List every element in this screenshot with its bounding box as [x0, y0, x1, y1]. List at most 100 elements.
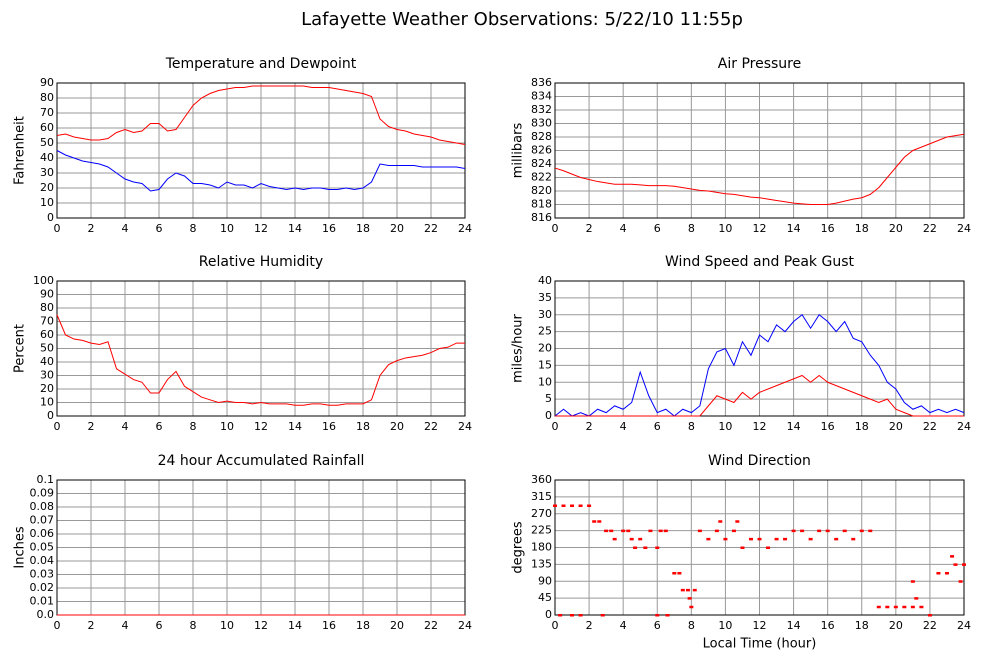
y-tick-label: 0.01 — [30, 595, 55, 608]
point — [665, 614, 670, 617]
y-tick-label: 820 — [531, 184, 552, 197]
x-tick-label: 18 — [356, 420, 370, 433]
point — [689, 605, 694, 609]
x-tick-label: 2 — [586, 222, 593, 235]
point — [876, 605, 881, 609]
x-tick-label: 2 — [586, 619, 593, 632]
x-tick-label: 6 — [156, 222, 163, 235]
point — [766, 546, 771, 549]
point — [592, 520, 597, 523]
plot-frame — [56, 280, 466, 417]
point — [885, 605, 890, 609]
y-tick-label: 20 — [40, 382, 54, 395]
x-tick-label: 8 — [688, 619, 695, 632]
y-tick-label: 0.08 — [30, 500, 55, 513]
series-line — [56, 314, 465, 406]
series-line — [554, 314, 965, 417]
point — [587, 504, 592, 507]
y-tick-label: 25 — [538, 325, 552, 338]
point — [578, 614, 583, 617]
x-tick-label: 10 — [220, 420, 234, 433]
x-tick-label: 22 — [424, 222, 438, 235]
y-tick-label: 315 — [531, 490, 552, 503]
series-line — [56, 85, 466, 145]
x-tick-label: 20 — [390, 222, 404, 235]
y-tick-label: 0 — [47, 211, 54, 224]
y-tick-label: 40 — [538, 274, 552, 287]
series-line — [554, 133, 965, 205]
x-tick-label: 4 — [122, 619, 129, 632]
point — [663, 529, 668, 533]
x-tick-label: 24 — [957, 222, 971, 235]
x-tick-label: 22 — [424, 420, 438, 433]
x-axis-label: Local Time (hour) — [703, 637, 817, 652]
x-tick-label: 22 — [923, 420, 937, 433]
point — [612, 537, 617, 541]
y-tick-label: 822 — [531, 171, 552, 184]
y-tick-label: 30 — [40, 369, 54, 382]
y-tick-label: 826 — [531, 144, 552, 157]
x-tick-label: 12 — [254, 222, 268, 235]
x-tick-label: 4 — [620, 619, 627, 632]
x-tick-label: 24 — [957, 619, 971, 632]
x-tick-label: 8 — [688, 420, 695, 433]
chart-title: 24 hour Accumulated Rainfall — [158, 453, 365, 469]
y-tick-label: 135 — [531, 557, 552, 570]
y-tick-label: 40 — [40, 355, 54, 368]
point — [950, 555, 955, 558]
x-tick-label: 8 — [190, 222, 197, 235]
page-title: Lafayette Weather Observations: 5/22/10 … — [301, 9, 743, 30]
point — [902, 605, 907, 609]
point — [808, 537, 813, 541]
y-tick-label: 0 — [545, 608, 552, 621]
x-tick-label: 6 — [654, 619, 661, 632]
x-tick-label: 14 — [288, 619, 302, 632]
y-tick-label: 50 — [40, 136, 54, 149]
y-tick-label: 0.06 — [30, 527, 55, 540]
point — [842, 529, 847, 533]
point — [604, 529, 609, 533]
point — [953, 563, 958, 566]
x-tick-label: 2 — [88, 619, 95, 632]
point — [658, 529, 663, 533]
y-tick-label: 0.03 — [30, 568, 55, 581]
x-tick-label: 12 — [254, 420, 268, 433]
x-tick-label: 14 — [288, 420, 302, 433]
x-tick-label: 8 — [190, 619, 197, 632]
y-axis-label: Percent — [13, 324, 28, 373]
x-tick-label: 6 — [156, 619, 163, 632]
point — [740, 546, 745, 549]
y-tick-label: 45 — [538, 591, 552, 604]
x-tick-label: 20 — [390, 619, 404, 632]
x-tick-label: 0 — [552, 222, 559, 235]
point — [791, 529, 796, 533]
point — [570, 504, 575, 507]
point — [570, 614, 575, 617]
y-tick-label: 828 — [531, 130, 552, 143]
x-tick-label: 24 — [458, 222, 472, 235]
chart-title: Wind Direction — [708, 453, 811, 469]
point — [893, 605, 898, 609]
x-tick-label: 4 — [122, 420, 129, 433]
y-tick-label: 0.09 — [30, 487, 55, 500]
x-tick-label: 6 — [654, 222, 661, 235]
plot-frame — [554, 479, 965, 616]
point — [692, 588, 697, 592]
point — [680, 588, 685, 592]
y-tick-label: 50 — [40, 342, 54, 355]
y-tick-label: 90 — [40, 288, 54, 301]
point — [859, 529, 864, 533]
point — [825, 529, 830, 533]
point — [914, 597, 919, 600]
y-tick-label: 0.02 — [30, 581, 55, 594]
point — [936, 572, 941, 575]
x-tick-label: 10 — [718, 222, 732, 235]
series-line — [56, 150, 466, 192]
x-tick-label: 10 — [220, 619, 234, 632]
point — [626, 529, 631, 533]
point — [578, 504, 583, 507]
point — [944, 572, 949, 575]
y-tick-label: 100 — [33, 274, 54, 287]
point — [633, 546, 638, 549]
